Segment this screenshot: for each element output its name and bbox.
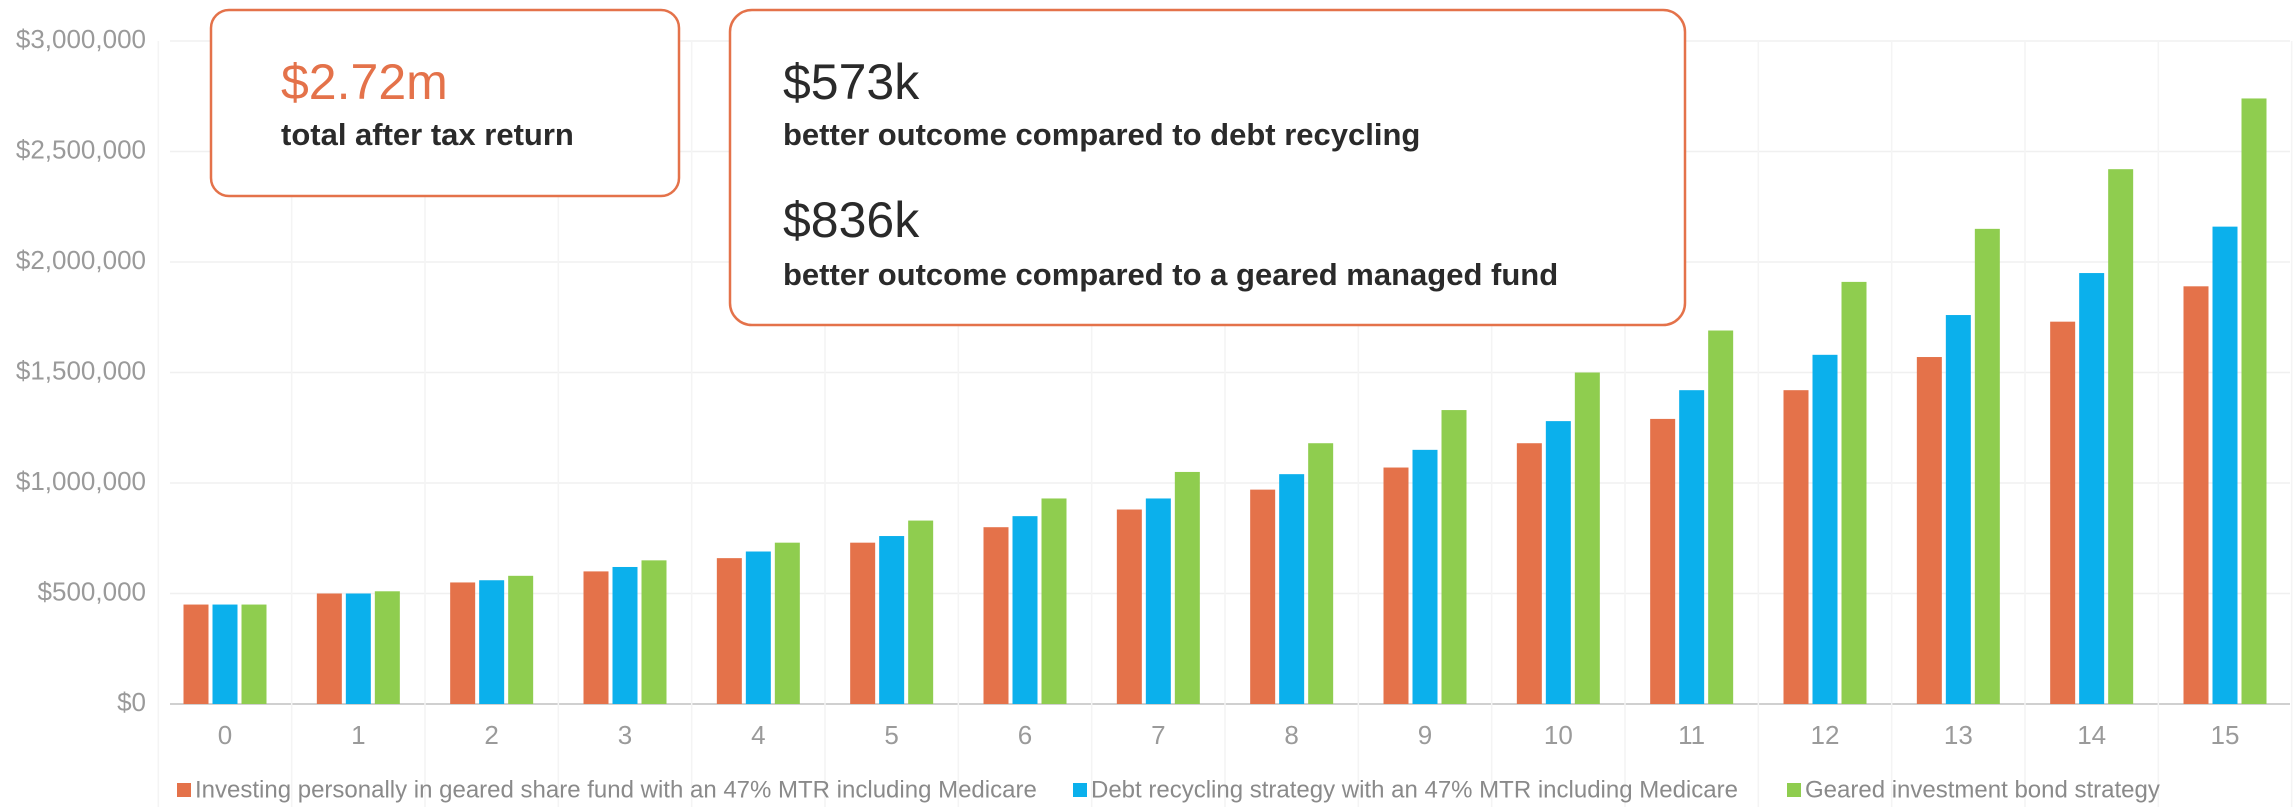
bar: [641, 560, 667, 704]
legend-swatch: [1787, 783, 1801, 797]
bar: [1650, 418, 1676, 704]
bar: [1383, 467, 1409, 704]
x-tick-label: 6: [1018, 720, 1032, 750]
y-tick-label: $500,000: [38, 576, 146, 606]
bar: [1041, 498, 1067, 704]
bar: [612, 566, 638, 704]
bar: [1441, 410, 1467, 704]
callout-box: [209, 8, 681, 198]
bar: [583, 571, 609, 704]
legend: Investing personally in geared share fun…: [177, 776, 2160, 803]
legend-label: Geared investment bond strategy: [1805, 776, 2160, 803]
bar: [879, 536, 905, 704]
x-tick-label: 2: [484, 720, 498, 750]
bar: [2241, 98, 2267, 704]
bar: [183, 604, 209, 704]
callout-text: total after tax return: [281, 117, 574, 152]
x-tick-label: 9: [1418, 720, 1432, 750]
grid: $0 $500,000 $1,000,000 $1,500,000 $2,000,000…: [16, 24, 2293, 807]
bar: [450, 582, 476, 704]
bar: [1945, 315, 1971, 704]
bar: [1412, 449, 1438, 704]
x-tick-label: 5: [884, 720, 898, 750]
bar: [1279, 474, 1305, 704]
bar: [479, 580, 505, 704]
bar: [745, 551, 771, 704]
bar: [2183, 286, 2209, 704]
bar: [1812, 354, 1838, 704]
bar: [2212, 226, 2238, 704]
bar: [716, 558, 742, 704]
x-tick-label: 13: [1944, 720, 1973, 750]
bar: [1708, 330, 1734, 704]
x-tick-label: 11: [1678, 720, 1705, 750]
x-tick-label: 8: [1284, 720, 1298, 750]
bar: [1308, 443, 1334, 704]
y-tick-label: $2,500,000: [16, 134, 146, 164]
bar: [1974, 228, 2000, 704]
legend-swatch: [1073, 783, 1087, 797]
x-tick-label: 12: [1811, 720, 1840, 750]
bar: [983, 527, 1009, 704]
bar: [345, 593, 371, 704]
y-tick-label: $0: [117, 687, 146, 717]
bar: [1250, 489, 1276, 704]
x-tick-label: 1: [351, 720, 365, 750]
x-tick-label: 4: [751, 720, 765, 750]
y-tick-label: $1,000,000: [16, 466, 146, 496]
bar: [1145, 498, 1171, 704]
bar: [2108, 169, 2134, 704]
bar: [1916, 357, 1942, 704]
legend-label: Debt recycling strategy with an 47% MTR …: [1091, 776, 1738, 803]
y-tick-label: $1,500,000: [16, 355, 146, 385]
bar: [374, 591, 400, 704]
bar: [1783, 390, 1809, 704]
bar: [1012, 516, 1038, 704]
bar: [850, 542, 876, 704]
legend-swatch: [177, 783, 191, 797]
callout-headline: $836k: [783, 192, 920, 248]
callout-text: better outcome compared to a geared mana…: [783, 257, 1558, 292]
y-tick-label: $3,000,000: [16, 24, 146, 54]
x-tick-label: 15: [2211, 720, 2240, 750]
bar: [1116, 509, 1142, 704]
bars: [183, 98, 2267, 704]
bar: [2050, 321, 2076, 704]
x-tick-label: 7: [1151, 720, 1165, 750]
x-tick-label: 3: [618, 720, 632, 750]
x-tick-label: 0: [218, 720, 232, 750]
bar: [1545, 421, 1571, 704]
bar: [508, 575, 534, 704]
bar: [1841, 281, 1867, 704]
y-tick-label: $2,000,000: [16, 245, 146, 275]
bar: [241, 604, 267, 704]
bar: [316, 593, 342, 704]
callout-headline: $2.72m: [281, 54, 448, 110]
bar: [1679, 390, 1705, 704]
bar: [1174, 471, 1200, 704]
legend-label: Investing personally in geared share fun…: [195, 776, 1037, 803]
bar: [1574, 372, 1600, 704]
x-tick-label: 10: [1544, 720, 1573, 750]
callout-box: [728, 8, 1687, 327]
bar: [908, 520, 934, 704]
callout-headline: $573k: [783, 54, 920, 110]
callout-text: better outcome compared to debt recyclin…: [783, 117, 1420, 152]
bar: [2079, 273, 2105, 704]
bar: [1516, 443, 1542, 704]
x-tick-label: 14: [2077, 720, 2106, 750]
bar: [774, 542, 800, 704]
bar: [212, 604, 238, 704]
